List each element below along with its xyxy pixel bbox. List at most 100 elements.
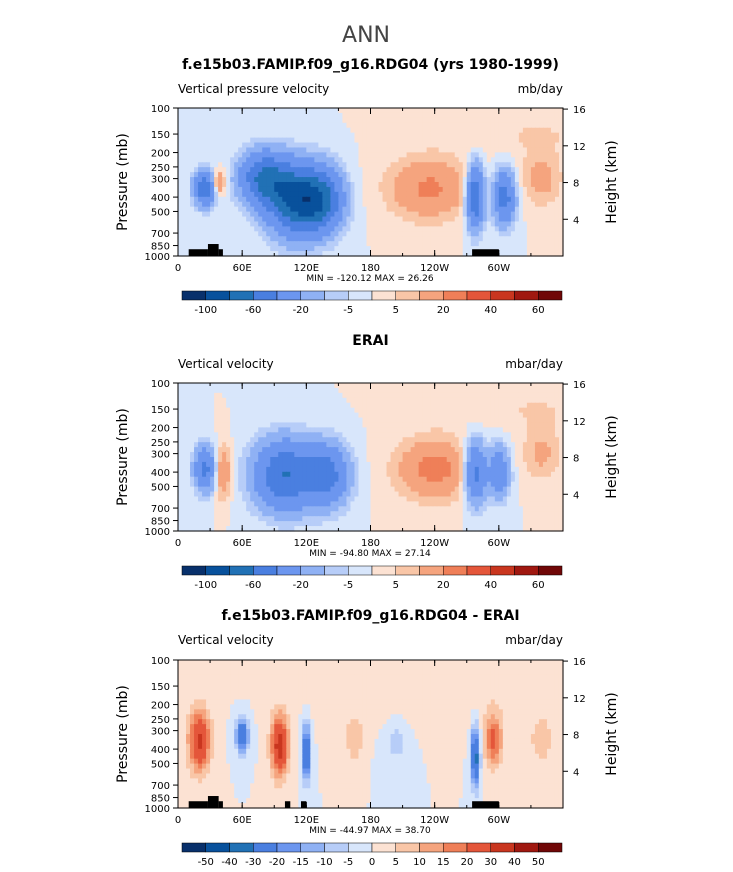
heatmap-cell [542, 117, 548, 124]
heatmap-cell [286, 392, 291, 399]
heatmap-cell [230, 407, 235, 414]
heatmap-cell [218, 147, 223, 153]
heatmap-cell [182, 432, 187, 438]
heatmap-cell [326, 251, 331, 257]
heatmap-cell [342, 186, 348, 193]
heatmap-cell [458, 127, 464, 134]
heatmap-cell [518, 182, 524, 188]
heatmap-cell [470, 132, 476, 139]
heatmap-cell [370, 142, 376, 149]
heatmap-cell [306, 437, 311, 443]
heatmap-cell [242, 167, 247, 173]
heatmap-cell [466, 152, 472, 158]
heatmap-cell [286, 402, 291, 409]
heatmap-cell [478, 427, 484, 433]
heatmap-cell [450, 427, 456, 433]
heatmap-cell [434, 157, 440, 163]
heatmap-cell [190, 152, 195, 158]
heatmap-cell [302, 387, 307, 394]
heatmap-cell [266, 397, 271, 404]
heatmap-cell [470, 152, 476, 158]
land-mask [472, 249, 499, 256]
heatmap-cell [274, 201, 279, 208]
heatmap-cell [294, 167, 299, 173]
heatmap-cell [558, 236, 564, 242]
heatmap-cell [554, 383, 560, 389]
heatmap-cell [266, 216, 271, 223]
heatmap-cell [470, 177, 476, 183]
heatmap-cell [378, 117, 384, 124]
heatmap-cell [530, 226, 536, 232]
heatmap-cell [218, 452, 223, 458]
heatmap-cell [194, 206, 199, 213]
heatmap-cell [346, 461, 352, 468]
heatmap-cell [322, 407, 327, 414]
heatmap-cell [254, 142, 259, 149]
heatmap-cell [254, 231, 259, 237]
heatmap-cell [274, 211, 279, 218]
heatmap-cell [334, 427, 340, 433]
heatmap-cell [426, 206, 432, 213]
heatmap-cell [342, 442, 348, 448]
heatmap-cell [338, 157, 344, 163]
heatmap-cell [206, 457, 211, 463]
heatmap-cell [378, 427, 384, 433]
heatmap-cell [178, 241, 183, 247]
heatmap-cell [286, 457, 291, 463]
heatmap-cell [530, 412, 536, 419]
heatmap-cell [342, 132, 348, 139]
heatmap-cell [410, 461, 416, 468]
heatmap-cell [550, 447, 556, 453]
heatmap-cell [258, 452, 263, 458]
heatmap-cell [278, 172, 283, 178]
heatmap-cell [318, 221, 323, 227]
heatmap-cell [434, 397, 440, 404]
heatmap-cell [226, 387, 231, 394]
heatmap-cell [470, 422, 476, 428]
heatmap-cell [550, 157, 556, 163]
heatmap-cell [506, 191, 512, 198]
heatmap-cell [450, 211, 456, 218]
heatmap-cell [234, 206, 239, 213]
heatmap-cell [186, 246, 191, 252]
heatmap-cell [202, 452, 207, 458]
heatmap-cell [194, 417, 199, 424]
heatmap-cell [470, 167, 476, 173]
heatmap-cell [258, 206, 263, 213]
heatmap-cell [302, 383, 307, 389]
heatmap-cell [534, 108, 540, 114]
heatmap-cell [526, 476, 532, 483]
heatmap-cell [438, 461, 444, 468]
heatmap-cell [402, 191, 408, 198]
heatmap-cell [218, 476, 223, 483]
heatmap-cell [522, 206, 528, 213]
heatmap-cell [498, 162, 504, 168]
heatmap-cell [434, 407, 440, 414]
heatmap-cell [238, 152, 243, 158]
heatmap-cell [322, 457, 327, 463]
heatmap-cell [182, 437, 187, 443]
heatmap-cell [518, 167, 524, 173]
heatmap-cell [330, 117, 336, 124]
heatmap-cell [222, 452, 227, 458]
heatmap-cell [262, 447, 267, 453]
heatmap-cell [270, 191, 275, 198]
heatmap-cell [250, 392, 255, 399]
heatmap-cell [234, 387, 239, 394]
heatmap-cell [434, 152, 440, 158]
heatmap-cell [250, 117, 255, 124]
heatmap-cell [278, 417, 283, 424]
heatmap-cell [262, 481, 267, 488]
heatmap-cell [534, 437, 540, 443]
heatmap-cell [266, 457, 271, 463]
heatmap-cell [278, 461, 283, 468]
heatmap-cell [326, 392, 331, 399]
heatmap-cell [270, 152, 275, 158]
heatmap-cell [526, 142, 532, 149]
heatmap-cell [458, 231, 464, 237]
heatmap-cell [434, 167, 440, 173]
heatmap-cell [458, 108, 464, 114]
heatmap-cell [442, 206, 448, 213]
heatmap-cell [550, 392, 556, 399]
heatmap-cell [430, 471, 436, 478]
